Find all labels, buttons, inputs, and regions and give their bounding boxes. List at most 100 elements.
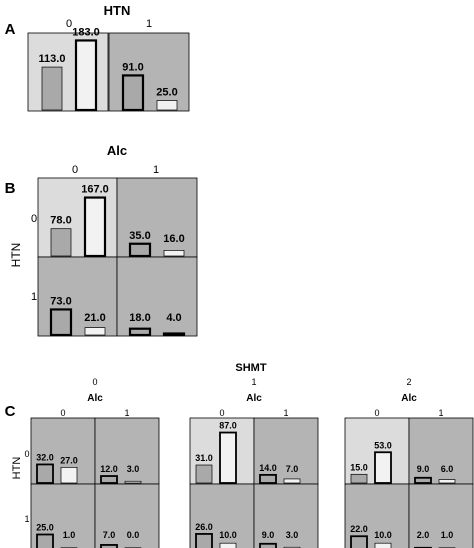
panel-b-col-level-1: 1	[153, 164, 159, 176]
panel-c-row-level: 1	[24, 514, 29, 524]
bar-value-label: 16.0	[163, 233, 184, 245]
bar	[414, 476, 432, 484]
bar-value-label: 0.0	[127, 530, 140, 540]
bar-value-label: 87.0	[219, 421, 237, 431]
bar	[100, 544, 118, 548]
bar-value-label: 12.0	[100, 464, 118, 474]
bar-value-label: 7.0	[286, 464, 299, 474]
panel-c-row-level: 0	[24, 449, 29, 459]
bar	[36, 463, 54, 484]
panel-c-shmt-level: 2	[406, 377, 411, 387]
bar-value-label: 4.0	[166, 312, 181, 324]
bar	[259, 542, 277, 548]
bar	[100, 475, 118, 484]
panel-c-col-level: 1	[283, 408, 288, 418]
bar	[41, 66, 63, 111]
mosaic-cell	[408, 483, 474, 548]
bar-value-label: 35.0	[129, 230, 150, 242]
panel-c-col-level: 0	[219, 408, 224, 418]
bar	[83, 196, 107, 258]
panel-b-row-level-1: 1	[31, 291, 37, 303]
bar-value-label: 10.0	[374, 530, 392, 540]
bar-value-label: 167.0	[81, 184, 109, 196]
bar	[195, 533, 213, 548]
bar	[74, 39, 98, 112]
bar	[162, 332, 186, 337]
bar	[50, 228, 72, 257]
bar-value-label: 31.0	[195, 453, 213, 463]
bar-value-label: 26.0	[195, 522, 213, 532]
panel-c-col-level: 0	[60, 408, 65, 418]
bar-value-label: 3.0	[286, 530, 299, 540]
panel-b-ylabel: HTN	[9, 243, 23, 268]
mosaic-cell	[108, 32, 190, 112]
bar-value-label: 3.0	[127, 464, 140, 474]
bar-value-label: 1.0	[63, 530, 76, 540]
panel-c-sub-title: Alc	[87, 393, 103, 404]
bar-value-label: 27.0	[60, 455, 78, 465]
bar	[121, 74, 145, 112]
panel-b-col-level-0: 0	[72, 164, 78, 176]
panel-b-row-level-0: 0	[31, 213, 37, 225]
panel-a-col-level-0: 0	[66, 18, 72, 30]
panel-a-title: HTN	[104, 3, 131, 18]
bar	[84, 327, 106, 336]
bar-value-label: 6.0	[441, 464, 454, 474]
mosaic-cell	[116, 256, 198, 337]
bar	[219, 542, 237, 548]
bar-value-label: 78.0	[50, 215, 71, 227]
bar-value-label: 113.0	[39, 53, 66, 65]
bar	[163, 250, 185, 257]
bar	[374, 542, 392, 548]
panel-letter-a: A	[5, 21, 16, 38]
panel-c-col-level: 1	[124, 408, 129, 418]
bar-value-label: 73.0	[50, 295, 71, 307]
bar	[124, 480, 142, 484]
mosaic-cell	[94, 483, 160, 548]
bar-value-label: 1.0	[441, 530, 454, 540]
bar	[259, 473, 277, 484]
panel-letter-c: C	[5, 403, 16, 420]
bar-value-label: 32.0	[36, 452, 54, 462]
bar-value-label: 9.0	[262, 530, 275, 540]
bar	[36, 533, 54, 548]
mosaic-cell	[408, 417, 474, 485]
bar	[49, 308, 73, 337]
bar-value-label: 53.0	[374, 440, 392, 450]
panel-c-shmt-level: 0	[92, 377, 97, 387]
bar-value-label: 183.0	[72, 26, 100, 38]
bar-value-label: 9.0	[417, 464, 430, 474]
panel-c-ylabel: HTN	[11, 457, 23, 480]
bar	[60, 466, 78, 484]
panel-a-col-level-1: 1	[146, 18, 152, 30]
bar	[128, 327, 152, 337]
panel-letter-b: B	[5, 180, 16, 197]
panel-c-sub-title: Alc	[246, 393, 262, 404]
panel-b-title: Alc	[107, 143, 127, 158]
bar	[438, 479, 456, 484]
panel-c-shmt-level: 1	[251, 377, 256, 387]
bar-value-label: 14.0	[259, 463, 277, 473]
bar-value-label: 7.0	[103, 530, 116, 540]
bar	[219, 431, 237, 484]
bar	[350, 535, 368, 548]
bar-value-label: 91.0	[122, 61, 143, 73]
bar-value-label: 25.0	[36, 523, 54, 533]
panel-c-title: SHMT	[235, 362, 266, 374]
bar	[195, 464, 213, 484]
bar	[128, 242, 152, 258]
bar-value-label: 10.0	[219, 530, 237, 540]
mosaic-cell	[94, 417, 160, 485]
panel-c-col-level: 0	[374, 408, 379, 418]
bar-value-label: 21.0	[84, 312, 105, 324]
bar	[374, 451, 392, 484]
bar-value-label: 22.0	[350, 524, 368, 534]
bar-value-label: 25.0	[156, 87, 177, 99]
bar	[283, 478, 301, 484]
panel-c-col-level: 1	[438, 408, 443, 418]
bar-value-label: 2.0	[417, 530, 430, 540]
mosaic-cell	[253, 483, 319, 548]
bar	[350, 473, 368, 484]
panel-c-sub-title: Alc	[401, 393, 417, 404]
